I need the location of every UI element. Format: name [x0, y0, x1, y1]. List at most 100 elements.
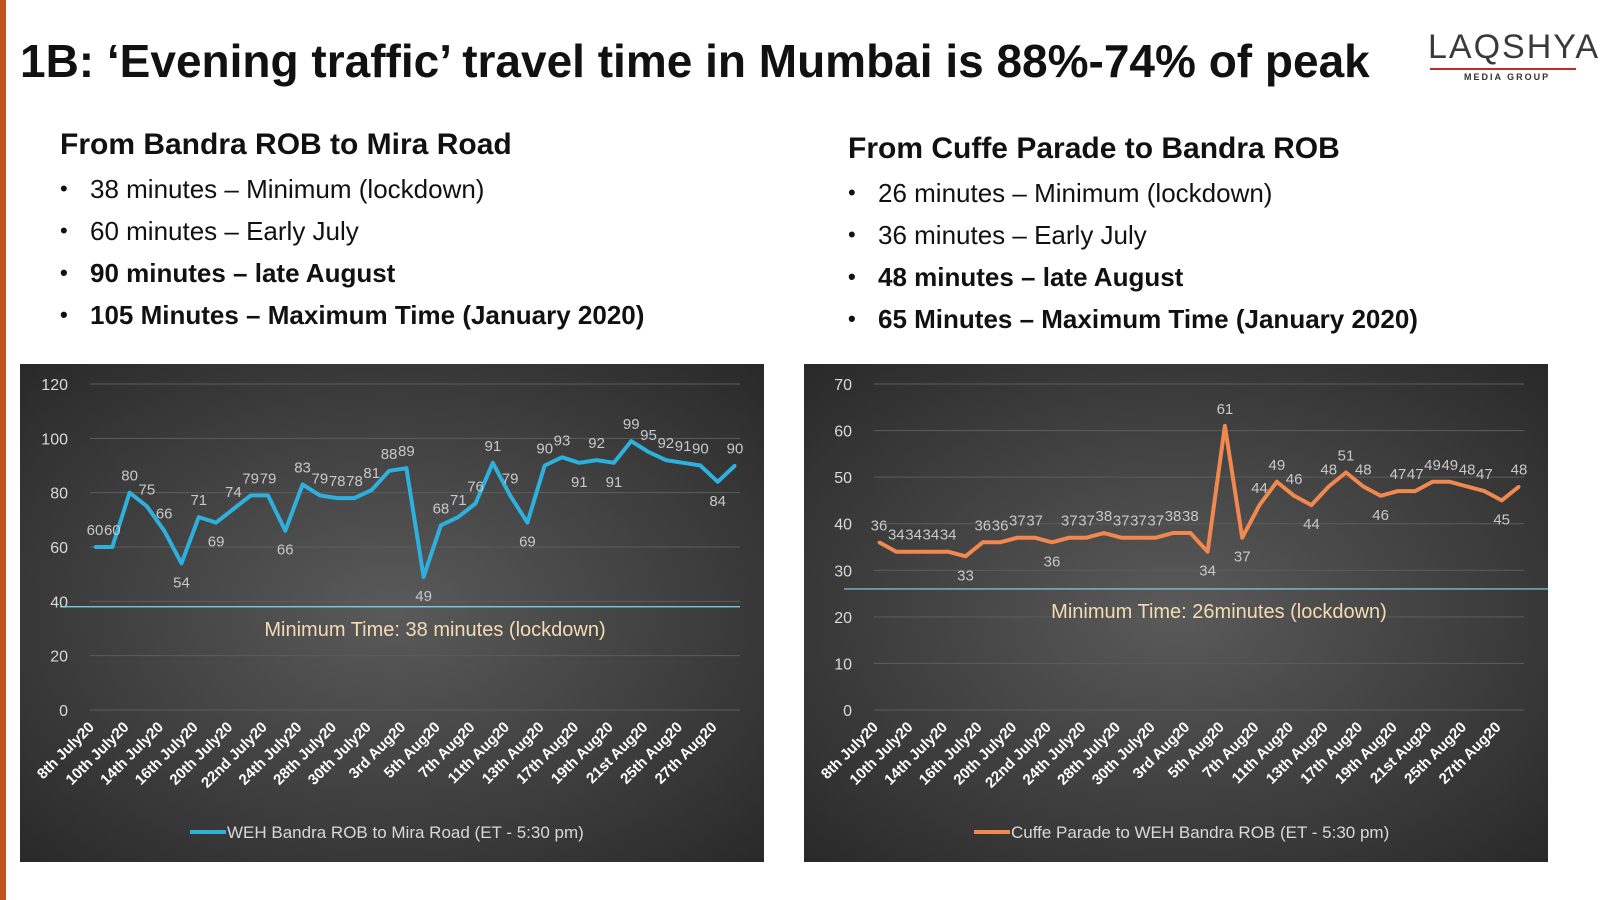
data-point [1119, 536, 1123, 540]
data-label: 37 [1147, 513, 1164, 530]
bullet-item: 90 minutes – late August [60, 252, 644, 294]
data-point [1448, 480, 1452, 484]
data-point [231, 507, 235, 511]
left-summary: From Bandra ROB to Mira Road 38 minutes … [60, 128, 644, 336]
bullet-item: 26 minutes – Minimum (lockdown) [848, 172, 1418, 214]
left-chart-svg: 0 20 40 60 80 100 120 Minimum Time: 38 minutes … [20, 364, 764, 862]
y-tick-label: 10 [834, 656, 852, 673]
data-label: 71 [450, 492, 467, 509]
data-label: 54 [173, 574, 190, 591]
data-label: 60 [87, 522, 104, 539]
data-point [612, 461, 616, 465]
data-label: 48 [1459, 461, 1476, 478]
data-point [981, 540, 985, 544]
right-bullet-list: 26 minutes – Minimum (lockdown) 36 minut… [848, 172, 1418, 340]
logo-subtext: MEDIA GROUP [1464, 72, 1551, 82]
data-point [1344, 470, 1348, 474]
data-point [474, 502, 478, 506]
data-label: 90 [692, 441, 709, 458]
y-tick-label: 0 [59, 703, 68, 720]
data-label: 48 [1355, 461, 1372, 478]
accent-bar [0, 0, 6, 900]
data-label: 69 [208, 534, 225, 551]
data-point [1050, 540, 1054, 544]
data-point [525, 521, 529, 525]
right-summary-title: From Cuffe Parade to Bandra ROB [848, 132, 1340, 165]
data-point [577, 461, 581, 465]
data-label: 79 [260, 470, 277, 487]
legend-label: WEH Bandra ROB to Mira Road (ET - 5:30 p… [227, 823, 584, 842]
data-label: 93 [554, 432, 571, 449]
data-label: 92 [657, 435, 674, 452]
data-point [197, 515, 201, 519]
y-tick-label: 50 [834, 470, 852, 487]
data-label: 91 [484, 438, 501, 455]
reference-line-label: Minimum Time: 26minutes (lockdown) [1051, 601, 1387, 623]
left-chart: 0 20 40 60 80 100 120 Minimum Time: 38 minutes … [20, 364, 764, 862]
data-point [162, 529, 166, 533]
data-label: 48 [1511, 461, 1528, 478]
right-summary: From Cuffe Parade to Bandra ROB 26 minut… [848, 132, 1418, 340]
data-point [912, 550, 916, 554]
data-label: 37 [1078, 513, 1095, 530]
data-point [929, 550, 933, 554]
data-label: 92 [588, 435, 605, 452]
y-tick-label: 60 [834, 424, 852, 441]
right-chart: 0 10 20 30 40 50 60 70 Minimum Time: 26minutes (… [804, 364, 1548, 862]
data-point [491, 461, 495, 465]
data-label: 91 [606, 474, 623, 491]
slide-title: 1B: ‘Evening traffic’ travel time in Mum… [20, 35, 1370, 87]
legend-label: Cuffe Parade to WEH Bandra ROB (ET - 5:3… [1011, 823, 1389, 842]
data-point [1136, 536, 1140, 540]
data-label: 61 [1217, 401, 1234, 418]
data-point [456, 515, 460, 519]
data-point [1102, 531, 1106, 535]
data-point [877, 540, 881, 544]
data-point [404, 466, 408, 470]
y-tick-label: 120 [41, 377, 68, 394]
data-point [1361, 484, 1365, 488]
data-point [110, 545, 114, 549]
data-label: 49 [1441, 457, 1458, 474]
data-point [1067, 536, 1071, 540]
data-label: 37 [1130, 513, 1147, 530]
data-label: 80 [121, 468, 138, 485]
data-label: 46 [1372, 507, 1389, 524]
data-label: 76 [467, 479, 484, 496]
data-label: 74 [225, 484, 242, 501]
data-point [1413, 489, 1417, 493]
right-chart-svg: 0 10 20 30 40 50 60 70 Minimum Time: 26minutes (… [804, 364, 1548, 862]
data-point [508, 493, 512, 497]
data-point [664, 458, 668, 462]
data-label: 36 [992, 517, 1009, 534]
data-point [647, 450, 651, 454]
y-tick-label: 20 [50, 649, 68, 666]
data-label: 78 [329, 473, 346, 490]
data-point [1240, 536, 1244, 540]
data-point [1171, 531, 1175, 535]
data-label: 83 [294, 460, 311, 477]
data-point [352, 496, 356, 500]
data-point [318, 493, 322, 497]
series-line [95, 439, 737, 579]
data-label: 66 [277, 542, 294, 559]
data-point [93, 545, 97, 549]
data-point [1517, 484, 1521, 488]
data-point [422, 575, 426, 579]
data-point [1327, 484, 1331, 488]
data-point [1154, 536, 1158, 540]
data-label: 37 [1234, 549, 1251, 566]
data-point [595, 458, 599, 462]
reference-line-label: Minimum Time: 38 minutes (lockdown) [264, 619, 605, 641]
data-point [1275, 480, 1279, 484]
data-point [998, 540, 1002, 544]
bullet-item: 65 Minutes – Maximum Time (January 2020) [848, 298, 1418, 340]
data-label: 84 [709, 493, 726, 510]
data-point [1258, 503, 1262, 507]
data-point [698, 464, 702, 467]
data-label: 60 [104, 522, 121, 539]
data-point [214, 521, 218, 525]
data-label: 68 [433, 500, 450, 517]
data-label: 45 [1493, 511, 1510, 528]
series-line [878, 423, 1521, 559]
